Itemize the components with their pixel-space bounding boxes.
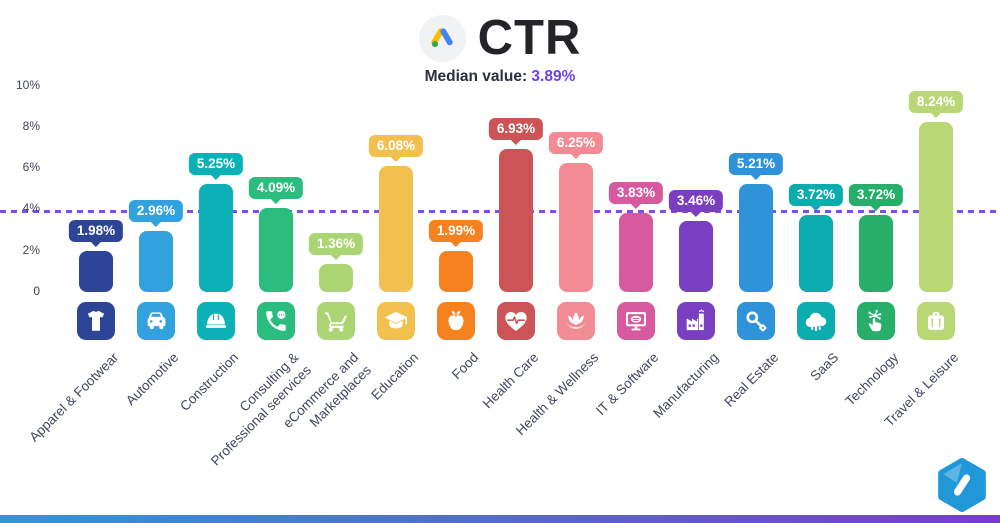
y-axis-tick: 4% (22, 201, 40, 216)
badge-pointer (511, 139, 521, 145)
graduation-cap-icon (377, 302, 415, 340)
value-badge: 5.25% (188, 152, 244, 180)
badge-pointer (931, 112, 941, 118)
bar (799, 215, 833, 292)
value-badge: 3.72% (848, 184, 904, 212)
page-title: CTR (477, 10, 582, 65)
y-axis-tick: 6% (22, 160, 40, 175)
hexagon-brand-logo (933, 456, 991, 512)
phone-chat-icon (257, 302, 295, 340)
title-row: CTR (0, 12, 1000, 64)
badge-pointer (871, 206, 881, 212)
footer-gradient-bar (0, 515, 1000, 523)
tshirt-icon (77, 302, 115, 340)
badge-pointer (691, 211, 701, 217)
value-badge: 3.83% (608, 181, 664, 209)
value-badge: 8.24% (908, 90, 964, 118)
bar (499, 148, 533, 292)
value-badge: 1.99% (428, 219, 484, 247)
value-badge: 3.46% (668, 189, 724, 217)
median-caption: Median value: 3.89% (0, 68, 1000, 86)
value-badge: 1.36% (308, 232, 364, 260)
bar (919, 121, 953, 292)
car-icon (137, 302, 175, 340)
badge-pointer (751, 175, 761, 181)
badge-pointer (571, 153, 581, 159)
cart-icon (317, 302, 355, 340)
hard-hat-icon (197, 302, 235, 340)
bar (379, 166, 413, 292)
badge-pointer (211, 174, 221, 180)
median-label: Median value: (424, 68, 528, 85)
bar (259, 207, 293, 292)
lotus-icon (557, 302, 595, 340)
value-badge: 6.25% (548, 131, 604, 159)
bar (619, 212, 653, 292)
factory-icon (677, 302, 715, 340)
badge-pointer (331, 254, 341, 260)
suitcase-icon (917, 302, 955, 340)
y-axis-tick: 2% (22, 242, 40, 257)
badge-pointer (631, 203, 641, 209)
value-badge: 1.98% (68, 220, 124, 248)
value-badge: 6.93% (488, 117, 544, 145)
touch-network-icon (857, 302, 895, 340)
header: CTR Median value: 3.89% (0, 0, 1000, 86)
bar (199, 183, 233, 292)
bar (139, 230, 173, 292)
badge-pointer (811, 206, 821, 212)
badge-pointer (271, 198, 281, 204)
bar (439, 250, 473, 292)
value-badge: 6.08% (368, 135, 424, 163)
heart-pulse-icon (497, 302, 535, 340)
y-axis-tick: 10% (15, 77, 40, 92)
cloud-icon (797, 302, 835, 340)
median-value: 3.89% (531, 68, 576, 85)
bar (559, 162, 593, 292)
badge-pointer (91, 242, 101, 248)
value-badge: 3.72% (788, 184, 844, 212)
badge-pointer (451, 241, 461, 247)
bar (859, 215, 893, 292)
value-badge: 2.96% (128, 199, 184, 227)
bar (679, 220, 713, 292)
bar (739, 184, 773, 292)
apple-icon (437, 302, 475, 340)
y-axis-tick: 8% (22, 118, 40, 133)
value-badge: 5.21% (728, 153, 784, 181)
monitor-code-icon (617, 302, 655, 340)
y-axis-tick: 0 (33, 284, 40, 298)
badge-pointer (151, 221, 161, 227)
badge-pointer (391, 157, 401, 163)
google-ads-icon (418, 14, 466, 62)
bar (319, 263, 353, 292)
value-badge: 4.09% (248, 176, 304, 204)
key-icon (737, 302, 775, 340)
bar (79, 251, 113, 292)
